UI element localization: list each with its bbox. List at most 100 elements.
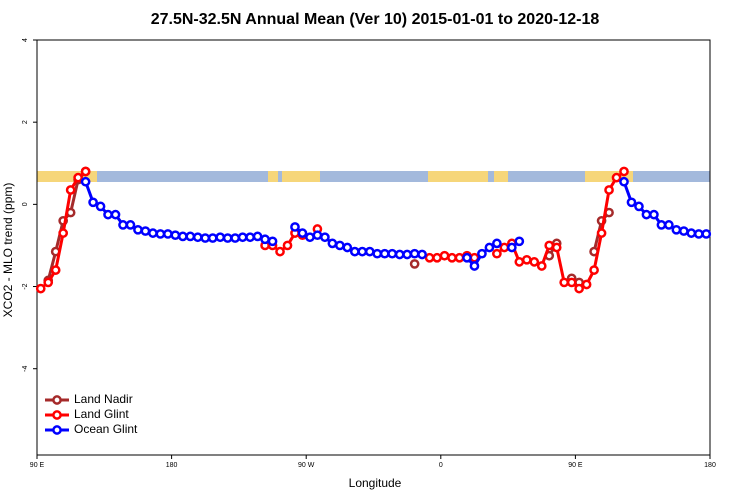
- data-point: [320, 232, 330, 243]
- data-point: [701, 229, 712, 239]
- data-point: [200, 233, 211, 243]
- data-point: [596, 228, 607, 238]
- data-point: [80, 176, 91, 187]
- data-point: [409, 259, 420, 269]
- data-point: [110, 209, 121, 220]
- x-tick-label: 90 W: [298, 462, 315, 469]
- data-point: [492, 238, 502, 249]
- data-point: [222, 233, 233, 243]
- data-point: [581, 279, 592, 290]
- data-point: [372, 248, 383, 259]
- x-tick-label: 90 E: [30, 462, 45, 469]
- land-ocean-strip: [37, 171, 710, 182]
- legend-marker: [52, 395, 62, 405]
- data-point: [664, 220, 674, 230]
- data-point: [43, 277, 54, 288]
- data-point: [559, 277, 570, 288]
- data-point: [544, 240, 555, 251]
- data-point: [230, 233, 241, 243]
- legend-label: Land Glint: [74, 407, 129, 421]
- data-point: [133, 224, 143, 235]
- data-point: [611, 172, 622, 183]
- data-point: [155, 229, 166, 239]
- data-point: [656, 220, 667, 230]
- data-point: [447, 252, 457, 263]
- data-point: [170, 230, 181, 241]
- data-point: [349, 246, 360, 257]
- data-point: [604, 185, 614, 195]
- y-axis-label: XCO2 - MLO trend (ppm): [1, 183, 15, 318]
- data-point: [649, 209, 659, 220]
- data-point: [574, 283, 584, 294]
- data-point: [148, 228, 158, 238]
- data-point: [327, 238, 338, 249]
- data-point: [499, 242, 510, 253]
- chart-title: 27.5N-32.5N Annual Mean (Ver 10) 2015-01…: [151, 11, 600, 28]
- legend-marker: [52, 425, 62, 435]
- data-point: [432, 252, 442, 263]
- data-point: [469, 261, 480, 271]
- data-point: [35, 283, 46, 294]
- x-axis-label: Longitude: [349, 476, 402, 490]
- data-point: [619, 176, 629, 187]
- legend-label: Ocean Glint: [74, 422, 138, 436]
- data-point: [237, 232, 248, 243]
- data-point: [454, 252, 465, 263]
- data-point: [551, 242, 562, 253]
- data-point: [88, 197, 98, 208]
- data-point: [177, 231, 188, 242]
- data-point: [492, 248, 502, 259]
- data-point: [290, 222, 300, 232]
- data-point: [282, 240, 293, 251]
- data-point: [65, 185, 76, 195]
- y-tick-label: 0: [22, 202, 29, 206]
- data-point: [387, 248, 398, 259]
- data-point: [335, 240, 345, 251]
- data-point: [103, 209, 113, 220]
- data-point: [634, 201, 644, 212]
- data-point: [536, 261, 547, 271]
- legend-label: Land Nadir: [74, 392, 133, 406]
- y-tick-label: 4: [22, 38, 29, 42]
- data-point: [252, 231, 263, 242]
- data-point: [185, 231, 196, 242]
- data-point: [477, 248, 487, 259]
- data-point: [163, 229, 173, 239]
- data-point: [589, 265, 599, 275]
- data-point: [506, 242, 517, 253]
- data-point: [462, 252, 472, 263]
- data-point: [619, 166, 629, 177]
- data-point: [260, 234, 270, 245]
- y-tick-label: -4: [22, 365, 29, 371]
- y-tick-label: 2: [22, 120, 29, 124]
- data-point: [514, 236, 525, 247]
- x-tick-label: 0: [439, 462, 443, 469]
- data-point: [626, 197, 637, 208]
- data-point: [402, 249, 412, 260]
- data-point: [140, 226, 151, 236]
- data-point: [521, 254, 532, 265]
- data-point: [125, 220, 136, 230]
- data-point: [297, 228, 308, 238]
- data-point: [641, 209, 652, 220]
- data-point: [394, 249, 405, 260]
- data-point: [245, 232, 255, 243]
- data-point: [305, 232, 315, 243]
- data-point: [95, 201, 106, 212]
- legend-marker: [52, 410, 62, 420]
- data-point: [671, 224, 682, 235]
- data-point: [312, 230, 323, 241]
- data-point: [566, 277, 577, 288]
- data-point: [275, 246, 285, 257]
- y-tick-label: -2: [22, 283, 29, 289]
- data-point: [424, 252, 435, 263]
- data-point: [678, 226, 689, 236]
- x-tick-label: 180: [166, 462, 178, 469]
- data-point: [118, 220, 128, 230]
- data-point: [364, 246, 375, 257]
- data-point: [215, 232, 226, 243]
- data-point: [50, 265, 61, 275]
- data-point: [484, 242, 495, 253]
- data-point: [342, 242, 353, 253]
